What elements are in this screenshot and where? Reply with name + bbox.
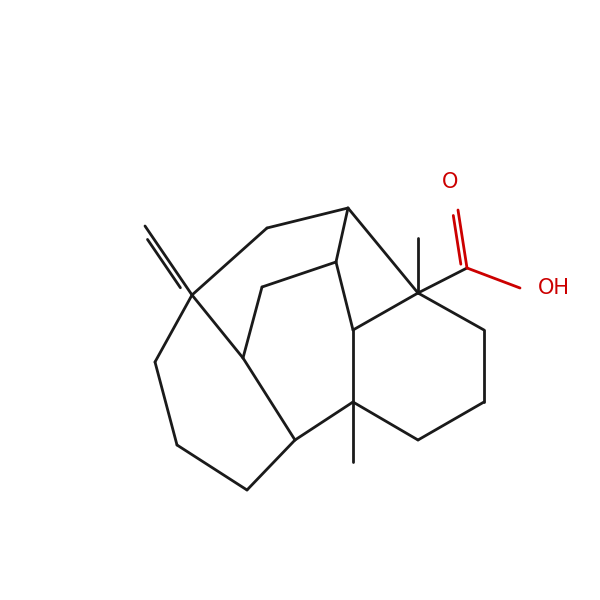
Text: O: O [442,172,458,192]
Text: OH: OH [538,278,570,298]
